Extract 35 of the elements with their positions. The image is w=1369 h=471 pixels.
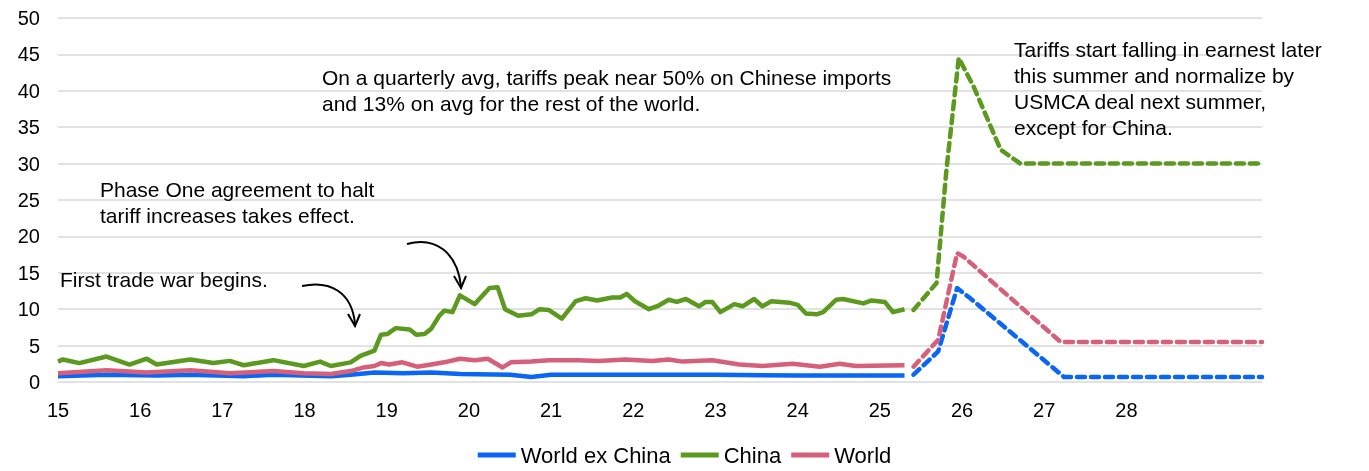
- legend-label: World: [834, 442, 892, 468]
- annotation: First trade war begins.: [60, 267, 268, 291]
- x-tick-label: 18: [293, 399, 316, 421]
- y-tick-label: 0: [28, 371, 40, 393]
- x-tick-label: 20: [457, 399, 481, 421]
- x-tick-label: 19: [375, 399, 398, 421]
- y-tick-label: 10: [17, 298, 40, 321]
- x-tick-label: 24: [786, 399, 809, 421]
- y-tick-label: 20: [17, 225, 40, 248]
- x-tick-label: 15: [46, 399, 70, 421]
- y-tick-label: 50: [17, 7, 40, 29]
- y-tick-label: 15: [17, 261, 40, 284]
- legend-label: World ex China: [520, 442, 672, 468]
- y-tick-label: 30: [17, 152, 40, 175]
- x-tick-label: 23: [704, 399, 727, 421]
- legend-label: China: [723, 442, 782, 468]
- y-tick-label: 35: [17, 116, 40, 139]
- x-tick-label: 25: [868, 399, 891, 421]
- annotation: Phase One agreement to halt tariff increases takes effect.: [100, 177, 381, 227]
- y-tick-label: 5: [28, 334, 40, 357]
- x-tick-label: 22: [622, 399, 645, 421]
- line-series: [911, 285, 1265, 380]
- y-tick-label: 45: [17, 43, 40, 66]
- annotation: Tariffs start falling in earnest later this summer and normalize by USMCA deal next summer, except for China.: [1014, 37, 1328, 139]
- annotation: On a quarterly avg, tariffs peak near 50% on Chinese imports and 13% on avg for the rest of the world.: [322, 65, 898, 115]
- y-tick-label: 40: [17, 79, 40, 102]
- y-tick-label: 25: [17, 189, 40, 211]
- x-tick-label: 16: [129, 399, 152, 421]
- x-tick-label: 17: [211, 399, 234, 421]
- x-tick-label: 26: [950, 399, 974, 421]
- x-tick-label: 21: [539, 399, 563, 421]
- line-series: [911, 250, 1265, 369]
- line-series: [55, 356, 907, 377]
- x-tick-label: 27: [1033, 399, 1056, 421]
- x-tick-label: 28: [1115, 399, 1138, 421]
